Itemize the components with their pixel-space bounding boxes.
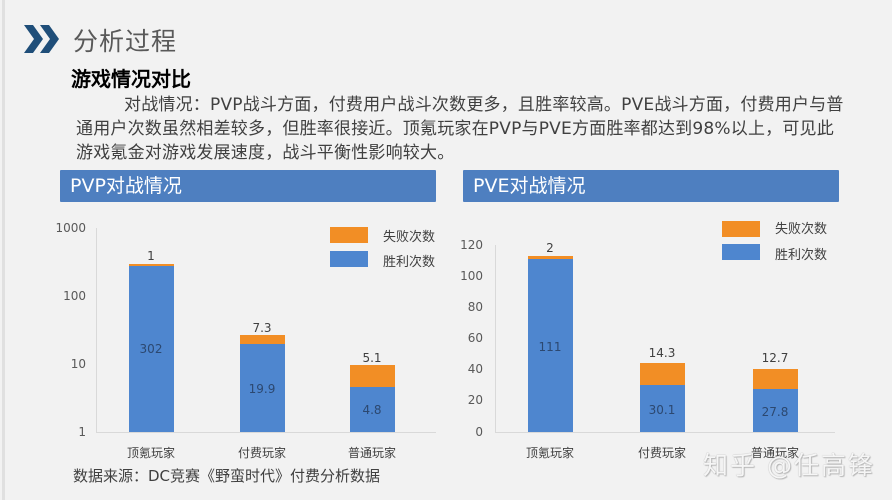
legend-label-loss: 失败次数 bbox=[383, 230, 436, 245]
bar-win bbox=[240, 344, 285, 432]
bar-win bbox=[129, 266, 174, 432]
x-axis bbox=[495, 432, 835, 433]
bar-win bbox=[640, 385, 685, 432]
x-category-label: 付费玩家 bbox=[637, 446, 686, 460]
pve-panel-header: PVE对战情况 bbox=[463, 170, 839, 202]
y-tick: 10 bbox=[70, 357, 86, 371]
y-tick: 100 bbox=[460, 269, 483, 283]
x-category-label: 普通玩家 bbox=[750, 446, 799, 460]
section-title: 分析过程 bbox=[73, 27, 178, 56]
legend-label-win: 胜利次数 bbox=[383, 255, 436, 270]
y-tick: 80 bbox=[467, 300, 483, 314]
x-category-label: 顶氪玩家 bbox=[525, 446, 574, 460]
bar-loss bbox=[753, 369, 798, 389]
y-axis bbox=[495, 245, 496, 433]
win-value-label: 30.1 bbox=[648, 403, 676, 417]
loss-value-label: 2 bbox=[546, 241, 554, 255]
y-tick: 1 bbox=[78, 425, 86, 439]
x-axis bbox=[96, 432, 436, 433]
slide-left-border bbox=[2, 0, 5, 500]
loss-value-label: 14.3 bbox=[648, 346, 676, 360]
bar-win bbox=[350, 387, 395, 432]
win-value-label: 4.8 bbox=[362, 403, 382, 417]
y-tick: 40 bbox=[467, 362, 483, 376]
bar-loss bbox=[528, 256, 573, 259]
bar-loss bbox=[240, 335, 285, 344]
legend-label-loss: 失败次数 bbox=[775, 222, 828, 237]
x-category-label: 顶氪玩家 bbox=[126, 446, 175, 460]
bar-win bbox=[528, 259, 573, 432]
bar-win bbox=[753, 389, 798, 432]
loss-value-label: 7.3 bbox=[252, 321, 272, 335]
y-tick: 100 bbox=[63, 289, 86, 303]
legend-swatch-win bbox=[330, 251, 368, 267]
data-source-note: 数据来源：DC竞赛《野蛮时代》付费分析数据 bbox=[73, 467, 381, 485]
y-axis bbox=[96, 228, 97, 433]
legend-label-win: 胜利次数 bbox=[775, 248, 828, 263]
loss-value-label: 5.1 bbox=[362, 351, 382, 365]
bar-loss bbox=[350, 365, 395, 387]
loss-value-label: 12.7 bbox=[761, 351, 789, 365]
legend-swatch-win bbox=[722, 244, 760, 260]
bar-loss bbox=[640, 363, 685, 385]
win-value-label: 19.9 bbox=[248, 382, 276, 396]
x-category-label: 普通玩家 bbox=[347, 446, 396, 460]
subtitle: 游戏情况对比 bbox=[71, 67, 191, 91]
legend-swatch-loss bbox=[330, 227, 368, 243]
y-tick: 120 bbox=[460, 238, 483, 252]
pvp-panel-header: PVP对战情况 bbox=[60, 170, 436, 202]
double-chevron-right-icon bbox=[24, 25, 59, 53]
y-tick: 20 bbox=[467, 393, 483, 407]
x-category-label: 付费玩家 bbox=[237, 446, 286, 460]
description-text: 对战情况：PVP战斗方面，付费用户战斗次数更多，且胜率较高。PVE战斗方面，付费… bbox=[76, 95, 844, 163]
y-tick: 1000 bbox=[55, 221, 86, 235]
legend-swatch-loss bbox=[722, 221, 760, 237]
win-value-label: 302 bbox=[139, 342, 163, 356]
watermark: 知乎 @任高锋 bbox=[703, 451, 875, 480]
bar-loss bbox=[129, 264, 174, 266]
y-tick: 0 bbox=[475, 425, 483, 439]
loss-value-label: 1 bbox=[147, 249, 155, 263]
win-value-label: 111 bbox=[538, 340, 562, 354]
win-value-label: 27.8 bbox=[761, 405, 789, 419]
y-tick: 60 bbox=[467, 331, 483, 345]
